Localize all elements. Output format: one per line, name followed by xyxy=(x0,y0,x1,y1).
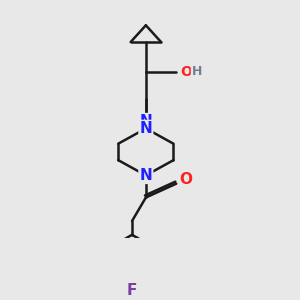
Text: N: N xyxy=(140,168,152,183)
Text: O: O xyxy=(180,65,192,79)
Text: N: N xyxy=(140,114,152,129)
Text: N: N xyxy=(140,121,152,136)
Text: H: H xyxy=(192,65,202,78)
Text: F: F xyxy=(127,283,137,298)
Text: O: O xyxy=(179,172,192,187)
